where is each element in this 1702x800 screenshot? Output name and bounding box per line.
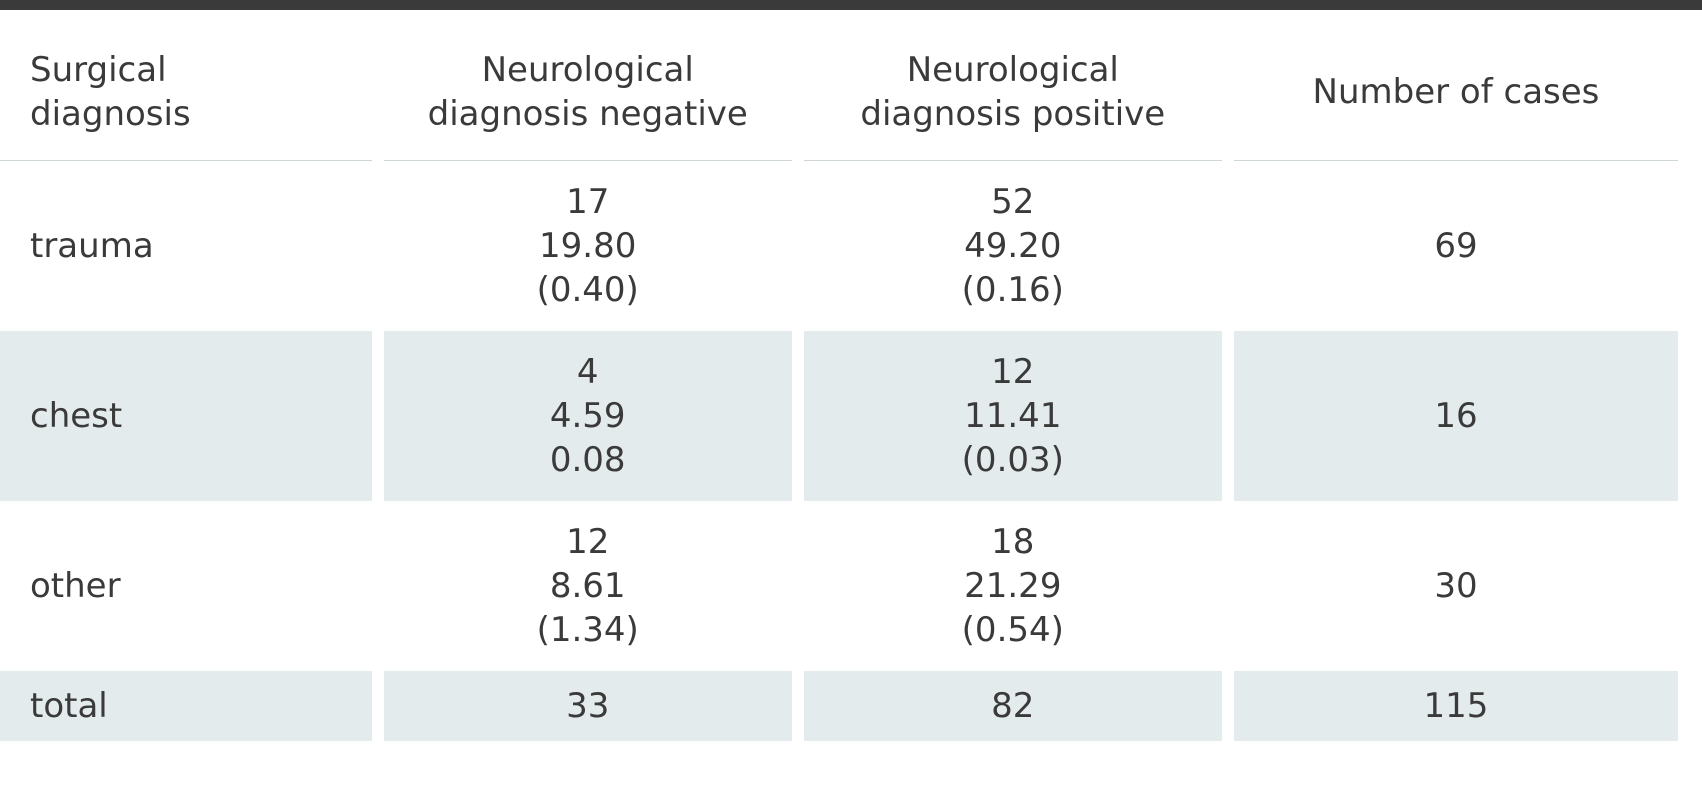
row-label: other [30, 566, 121, 606]
cell-cases: 30 [1434, 566, 1478, 606]
header-surgical-diagnosis: Surgical diagnosis [0, 24, 372, 161]
header-number-of-cases: Number of cases [1233, 24, 1678, 161]
table-row-total: total 33 82 115 [0, 671, 1678, 741]
top-rule [0, 0, 1702, 10]
cell-cases: 115 [1233, 671, 1678, 741]
cell-cases: 16 [1233, 331, 1678, 501]
cell-negative: 4 4.59 0.08 [383, 331, 792, 501]
table-row-trauma: trauma 17 19.80 (0.40) 52 49.20 (0.16) 6… [0, 161, 1678, 331]
cell-negative: 17 19.80 (0.40) [536, 182, 639, 310]
contingency-table: Surgical diagnosis Neurological diagnosi… [0, 24, 1690, 741]
row-label: total [0, 671, 372, 741]
cell-cases: 69 [1434, 226, 1478, 266]
cell-positive: 12 11.41 (0.03) [803, 331, 1222, 501]
table-row-chest: chest 4 4.59 0.08 12 11.41 (0.03) 16 [0, 331, 1678, 501]
cell-positive: 52 49.20 (0.16) [961, 182, 1064, 310]
header-neuro-positive: Neurological diagnosis positive [803, 24, 1222, 161]
table-row-other: other 12 8.61 (1.34) 18 21.29 (0.54) 30 [0, 501, 1678, 671]
cell-negative: 33 [383, 671, 792, 741]
row-label: trauma [30, 226, 154, 266]
cell-positive: 82 [803, 671, 1222, 741]
row-label: chest [0, 331, 372, 501]
header-neuro-negative: Neurological diagnosis negative [383, 24, 792, 161]
cell-positive: 18 21.29 (0.54) [961, 522, 1064, 650]
header-row: Surgical diagnosis Neurological diagnosi… [0, 24, 1678, 161]
cell-negative: 12 8.61 (1.34) [536, 522, 639, 650]
